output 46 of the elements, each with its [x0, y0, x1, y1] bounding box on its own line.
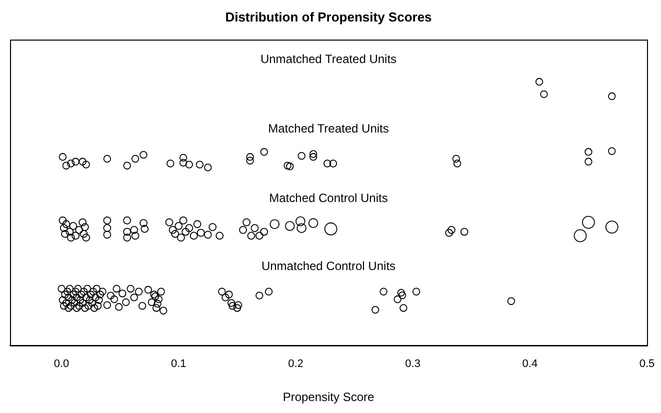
point: [608, 147, 616, 155]
point: [204, 164, 212, 172]
x-tick-label: 0.5: [639, 358, 655, 370]
x-tick-label: 0.3: [405, 358, 420, 370]
text: Unmatched Treated Units: [260, 52, 397, 66]
point: [453, 160, 462, 168]
annotation: Matched Treated Units: [268, 121, 389, 136]
point: [82, 160, 90, 168]
point: [260, 148, 268, 156]
point: [246, 153, 254, 161]
point: [78, 158, 86, 166]
point: [123, 162, 131, 170]
x-tick-label: 0.0: [54, 358, 70, 370]
point: [284, 162, 292, 170]
point: [179, 154, 188, 162]
point: [131, 154, 140, 163]
point: [540, 90, 548, 98]
point: [286, 162, 294, 170]
x-tick-label: 0.1: [170, 358, 186, 370]
point: [298, 152, 306, 160]
point: [608, 92, 616, 100]
point: [185, 160, 194, 168]
point: [72, 158, 80, 166]
point: [584, 158, 592, 166]
point: [62, 162, 70, 170]
point: [309, 150, 318, 158]
point: [323, 160, 332, 168]
point: [58, 153, 67, 161]
annotation: Unmatched Control Units: [261, 259, 396, 274]
point: [452, 154, 460, 163]
point: [535, 78, 544, 86]
point: [166, 160, 174, 168]
x-tick-label: 0.2: [288, 358, 304, 370]
point: [103, 154, 112, 163]
point: [67, 160, 75, 168]
chart-title: Distribution of Propensity Scores: [225, 9, 432, 24]
point: [309, 153, 318, 161]
point: [196, 160, 204, 168]
point: [329, 160, 338, 168]
point: [179, 158, 188, 167]
x-tick-label: 0.4: [522, 358, 538, 370]
x-axis-title: Propensity Score: [282, 390, 375, 404]
point: [246, 156, 254, 164]
point: [584, 148, 592, 156]
annotation: Matched Control Units: [269, 190, 388, 205]
point: [140, 150, 148, 159]
